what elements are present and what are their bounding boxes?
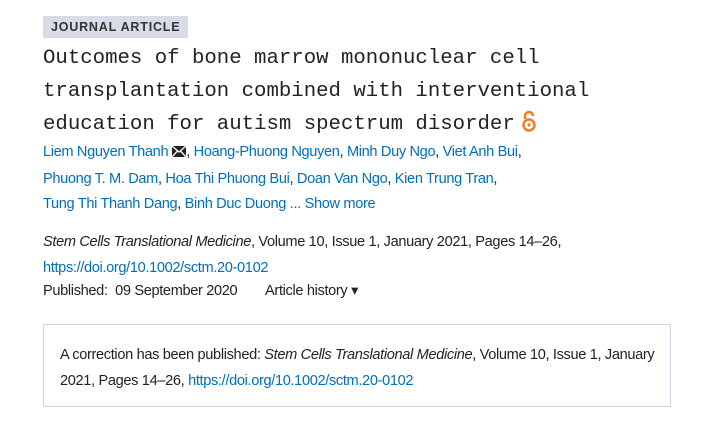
author-link[interactable]: Phuong T. M. Dam [43,170,158,187]
author-link[interactable]: Liem Nguyen Thanh [43,144,169,160]
published-label: Published: [43,283,108,299]
author-link[interactable]: Tung Thi Thanh Dang [43,196,178,212]
correction-prefix: A correction has been published: [60,347,265,363]
envelope-icon[interactable] [171,141,187,167]
authors-ellipsis: ... [286,196,305,212]
article-title-text: Outcomes of bone marrow mononuclear cell… [43,47,590,136]
author-link[interactable]: Viet Anh Bui [442,144,518,160]
published-date: 09 September 2020 [115,283,238,299]
correction-journal: Stem Cells Translational Medicine [264,347,473,363]
correction-notice: A correction has been published: Stem Ce… [43,324,671,407]
author-link[interactable]: Hoang-Phuong Nguyen [193,144,340,160]
citation: Stem Cells Translational Medicine, Volum… [43,229,683,281]
correction-doi-link[interactable]: https://doi.org/10.1002/sctm.20-0102 [188,373,414,389]
correction-details: , Volume 10, Issue 1, January 2021, Page… [60,347,655,389]
open-access-lock-icon [521,110,537,144]
citation-details: , Volume 10, Issue 1, January 2021, Page… [250,234,562,250]
author-list: Liem Nguyen Thanh, Hoang-Phuong Nguyen, … [43,140,663,218]
show-more-link[interactable]: Show more [304,196,376,212]
article-type-badge: JOURNAL ARTICLE [43,16,189,38]
author-link[interactable]: Minh Duy Ngo [346,144,436,160]
article-history-toggle[interactable]: Article history ▾ [265,283,359,299]
publication-info: Published: 09 September 2020 Article his… [43,279,358,303]
author-link[interactable]: Hoa Thi Phuong Bui [165,170,290,187]
article-title: Outcomes of bone marrow mononuclear cell… [43,42,663,144]
author-link[interactable]: Doan Van Ngo [296,170,388,187]
doi-link[interactable]: https://doi.org/10.1002/sctm.20-0102 [43,260,269,276]
author-link[interactable]: Kien Trung Tran [394,170,494,187]
journal-name: Stem Cells Translational Medicine [43,234,251,250]
author-link[interactable]: Binh Duc Duong [184,196,287,212]
